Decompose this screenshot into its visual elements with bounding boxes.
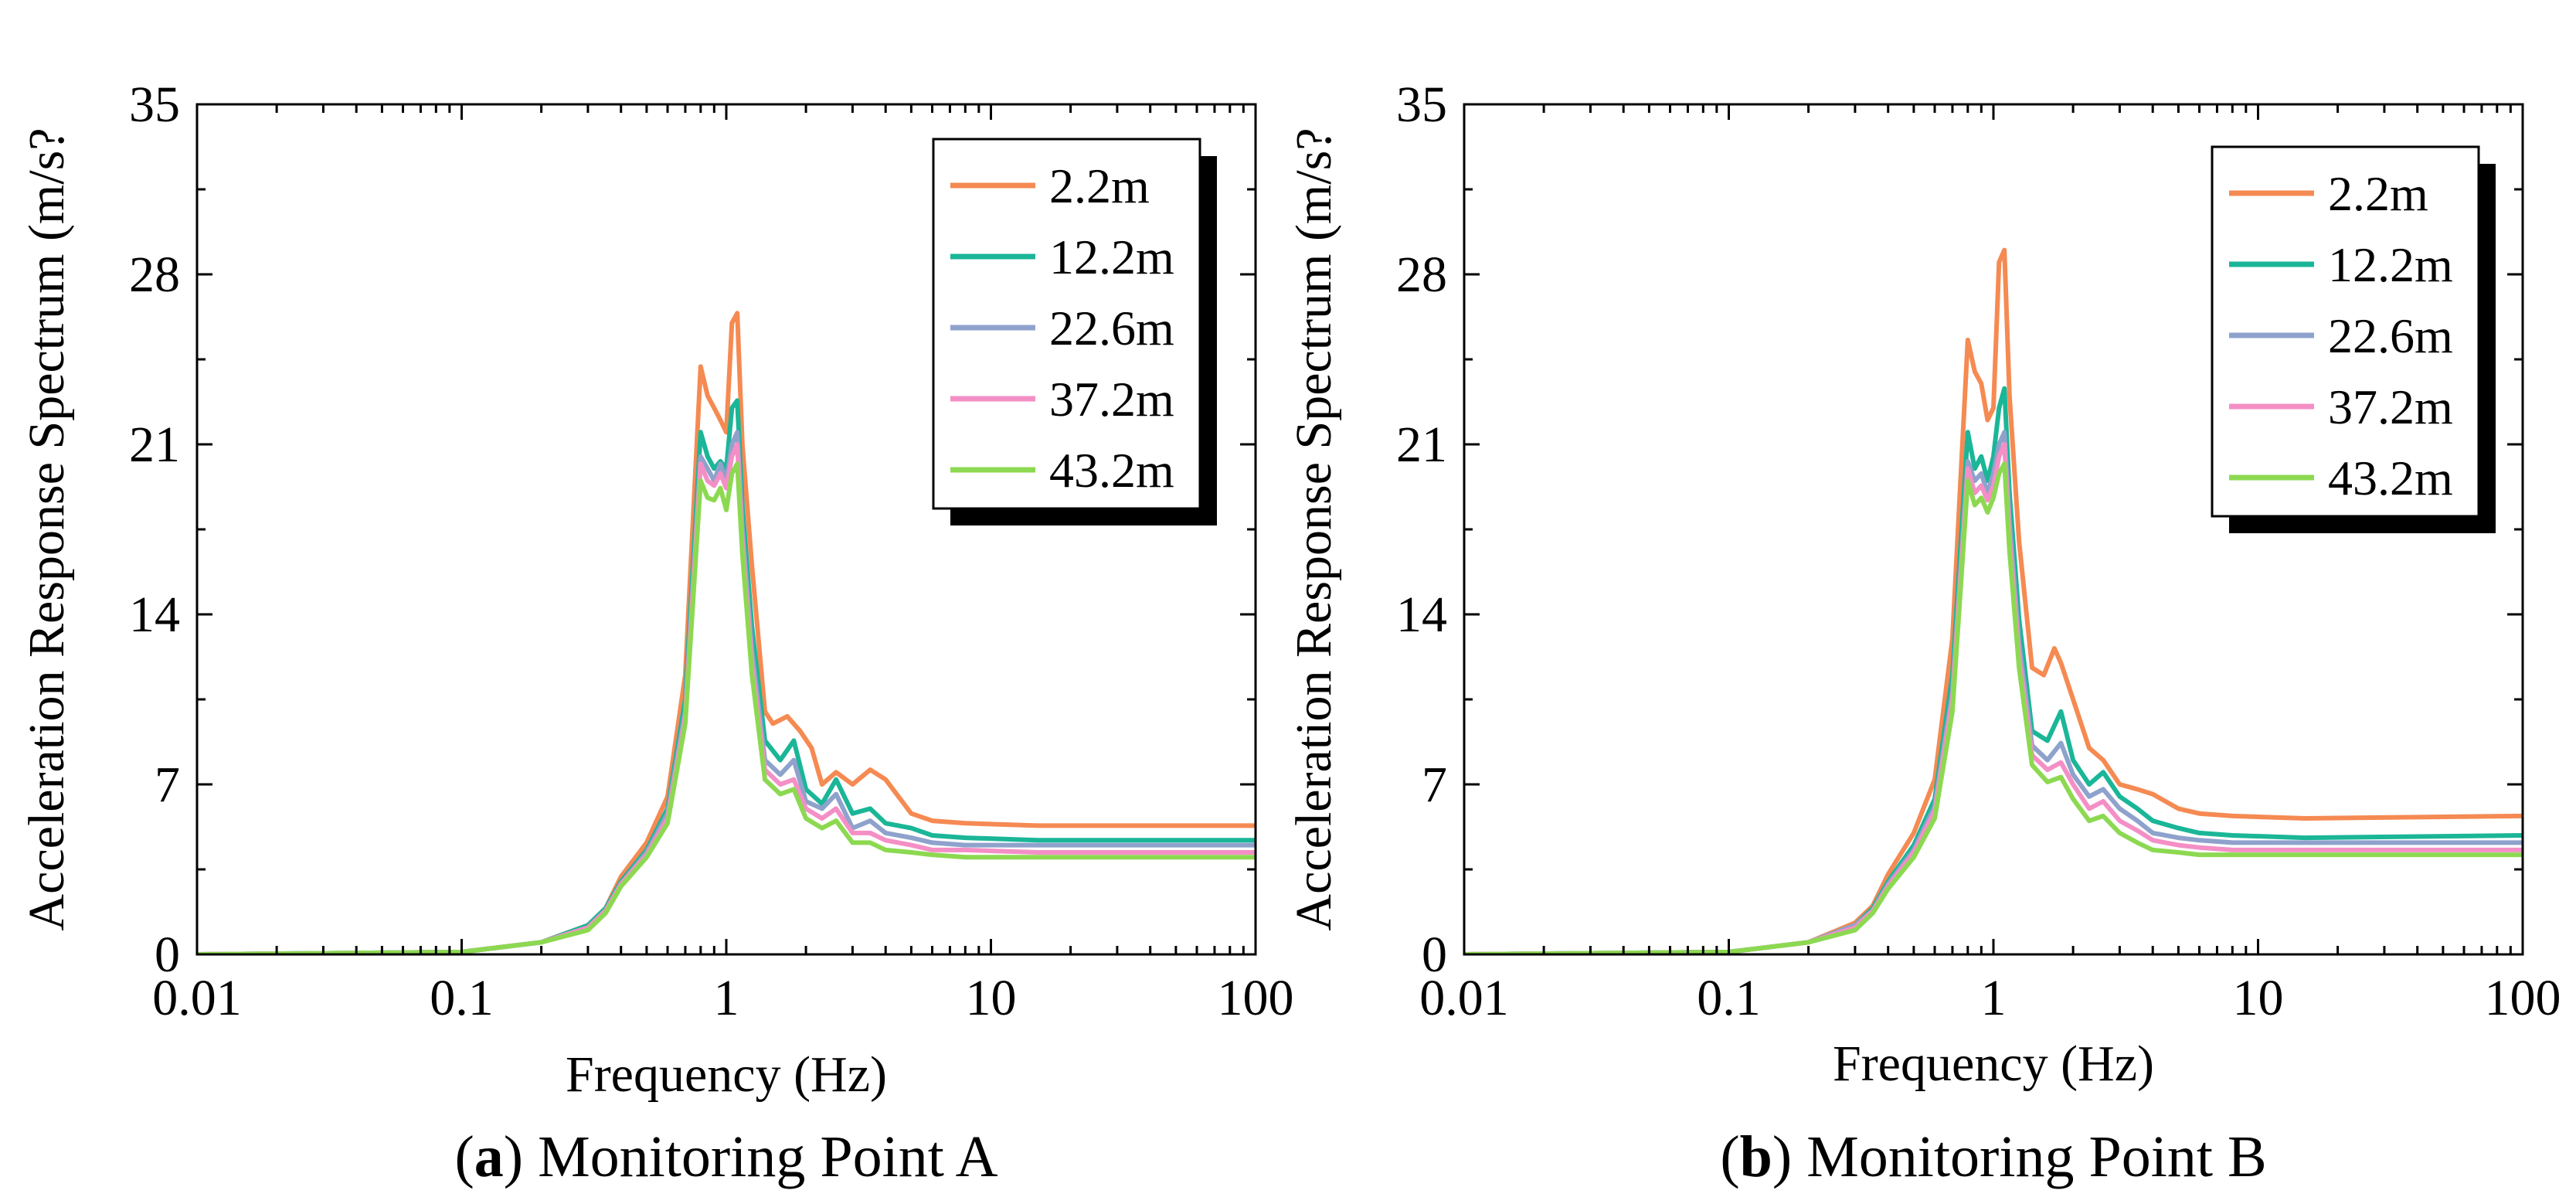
x-tick-label: 1 [714,970,739,1026]
legend-box [932,138,1201,510]
series-layer [197,311,1256,954]
legend-item: 12.2m [2229,237,2453,292]
y-tick-label: 21 [129,417,180,473]
panel-label: a [474,1124,504,1189]
legend-items: 2.2m 12.2m 22.6m 37.2m 43.2m [950,158,1174,498]
y-axis-label: Acceleration Response Spectrum (m/s? [19,128,75,930]
legend-label: 12.2m [1049,230,1174,284]
legend-item: 2.2m [2229,166,2428,221]
y-tick-label: 28 [129,247,180,303]
legend-item: 37.2m [950,372,1174,427]
y-tick-label: 35 [129,77,180,133]
legend-label: 22.6m [1049,301,1174,355]
legend-label: 43.2m [2328,451,2453,505]
series-line-2-2m [197,311,1256,954]
y-tick-label: 14 [129,587,180,643]
panel-a: 0.01 0.1 1 10 100 0 7 14 21 28 35 Acceleration Re… [19,77,1294,1189]
series-line-43-2m [1464,461,2523,954]
y-tick-label: 28 [1396,247,1447,303]
legend-item: 12.2m [950,230,1174,284]
legend-item: 22.6m [2229,308,2453,363]
x-axis-label: Frequency (Hz) [1833,1036,2154,1092]
legend-items: 2.2m 12.2m 22.6m 37.2m 43.2m [2229,166,2453,505]
x-tick-label: 10 [966,970,1017,1026]
series-layer [1464,247,2523,954]
legend-label: 22.6m [2328,308,2453,363]
panel-caption: (b) Monitoring Point B [1720,1124,2266,1189]
x-tick-label: 10 [2233,970,2284,1026]
legend-label: 37.2m [1049,372,1174,427]
panel-label: b [1740,1124,1772,1189]
legend-box [2211,145,2480,518]
legend-item: 37.2m [2229,379,2453,434]
series-line-2-2m [1464,247,2523,954]
legend-item: 22.6m [950,301,1174,355]
axis-ticks [195,103,1257,956]
legend-item: 43.2m [950,443,1174,498]
x-tick-labels: 0.01 0.1 1 10 100 [1419,970,2561,1026]
x-tick-label: 0.1 [1697,970,1761,1026]
y-tick-label: 0 [1422,927,1447,983]
y-tick-label: 0 [155,927,180,983]
x-tick-label: 100 [2485,970,2561,1026]
panel-b: 0.01 0.1 1 10 100 0 7 14 21 28 35 Acceleration Re… [1286,77,2561,1189]
y-tick-labels: 0 7 14 21 28 35 [129,77,180,983]
y-tick-labels: 0 7 14 21 28 35 [1396,77,1447,983]
y-tick-label: 7 [1422,757,1447,813]
panel-caption-text: Monitoring Point B [1806,1124,2266,1189]
x-tick-label: 0.1 [430,970,494,1026]
legend-item: 2.2m [950,158,1150,213]
legend: 2.2m 12.2m 22.6m 37.2m 43.2m [2211,145,2496,533]
x-tick-label: 100 [1218,970,1294,1026]
x-tick-label: 0.01 [152,970,242,1026]
legend-label: 37.2m [2328,379,2453,434]
legend-label: 12.2m [2328,237,2453,292]
axis-ticks [1463,103,2524,956]
legend-label: 2.2m [2328,166,2428,221]
series-line-43-2m [197,461,1256,954]
y-tick-label: 35 [1396,77,1447,133]
legend-item: 43.2m [2229,451,2453,505]
y-axis-label: Acceleration Response Spectrum (m/s? [1286,128,1342,930]
x-axis-label: Frequency (Hz) [566,1046,887,1103]
x-tick-label: 1 [1981,970,2007,1026]
x-tick-labels: 0.01 0.1 1 10 100 [152,970,1293,1026]
panel-caption-text: Monitoring Point A [538,1124,998,1189]
y-tick-label: 7 [155,757,180,813]
legend: 2.2m 12.2m 22.6m 37.2m 43.2m [932,138,1217,525]
y-tick-label: 14 [1396,587,1447,643]
legend-label: 43.2m [1049,443,1174,498]
y-tick-label: 21 [1396,417,1447,473]
x-tick-label: 0.01 [1419,970,1509,1026]
panel-caption: (a) Monitoring Point A [454,1124,997,1189]
legend-label: 2.2m [1049,158,1150,213]
